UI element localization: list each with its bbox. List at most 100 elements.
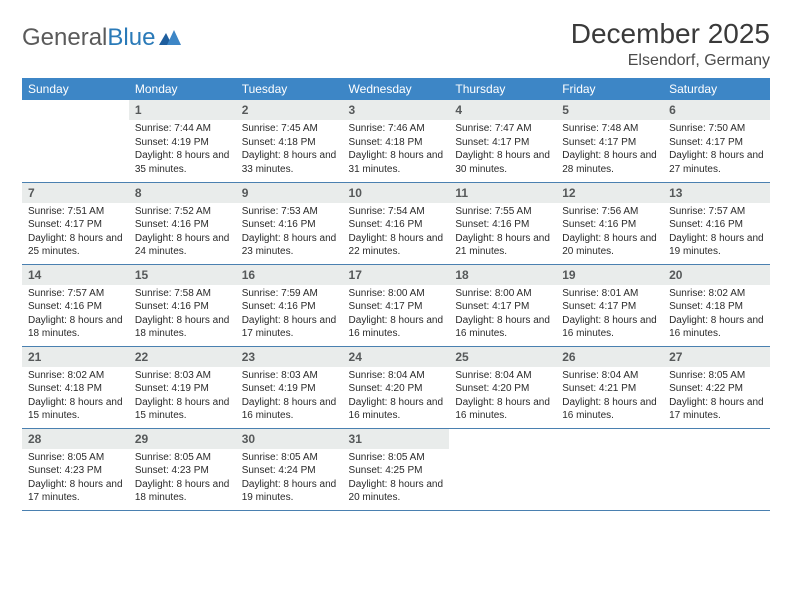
brand-logo: GeneralBlue xyxy=(22,18,181,52)
day-number: 4 xyxy=(449,100,556,120)
calendar-week-row: 1Sunrise: 7:44 AMSunset: 4:19 PMDaylight… xyxy=(22,100,770,182)
day-details: Sunrise: 7:45 AMSunset: 4:18 PMDaylight:… xyxy=(236,120,343,180)
day-details: Sunrise: 8:02 AMSunset: 4:18 PMDaylight:… xyxy=(22,367,129,427)
calendar-day-cell: 31Sunrise: 8:05 AMSunset: 4:25 PMDayligh… xyxy=(343,428,450,510)
weekday-header: Wednesday xyxy=(343,78,450,100)
calendar-week-row: 7Sunrise: 7:51 AMSunset: 4:17 PMDaylight… xyxy=(22,182,770,264)
day-details: Sunrise: 8:01 AMSunset: 4:17 PMDaylight:… xyxy=(556,285,663,345)
calendar-day-cell: 2Sunrise: 7:45 AMSunset: 4:18 PMDaylight… xyxy=(236,100,343,182)
day-number: 9 xyxy=(236,183,343,203)
day-number: 28 xyxy=(22,429,129,449)
day-details: Sunrise: 7:59 AMSunset: 4:16 PMDaylight:… xyxy=(236,285,343,345)
calendar-day-cell: 16Sunrise: 7:59 AMSunset: 4:16 PMDayligh… xyxy=(236,264,343,346)
weekday-header: Thursday xyxy=(449,78,556,100)
calendar-day-cell: 30Sunrise: 8:05 AMSunset: 4:24 PMDayligh… xyxy=(236,428,343,510)
calendar-day-cell: 6Sunrise: 7:50 AMSunset: 4:17 PMDaylight… xyxy=(663,100,770,182)
day-details: Sunrise: 8:00 AMSunset: 4:17 PMDaylight:… xyxy=(343,285,450,345)
day-number: 6 xyxy=(663,100,770,120)
day-number: 22 xyxy=(129,347,236,367)
calendar-day-cell: 18Sunrise: 8:00 AMSunset: 4:17 PMDayligh… xyxy=(449,264,556,346)
weekday-header: Friday xyxy=(556,78,663,100)
weekday-header: Sunday xyxy=(22,78,129,100)
day-number: 5 xyxy=(556,100,663,120)
calendar-day-cell: 7Sunrise: 7:51 AMSunset: 4:17 PMDaylight… xyxy=(22,182,129,264)
day-number: 2 xyxy=(236,100,343,120)
calendar-week-row: 14Sunrise: 7:57 AMSunset: 4:16 PMDayligh… xyxy=(22,264,770,346)
day-number: 16 xyxy=(236,265,343,285)
day-details: Sunrise: 8:04 AMSunset: 4:20 PMDaylight:… xyxy=(449,367,556,427)
calendar-day-cell: 26Sunrise: 8:04 AMSunset: 4:21 PMDayligh… xyxy=(556,346,663,428)
day-number: 18 xyxy=(449,265,556,285)
day-details: Sunrise: 8:04 AMSunset: 4:21 PMDaylight:… xyxy=(556,367,663,427)
calendar-day-cell: 14Sunrise: 7:57 AMSunset: 4:16 PMDayligh… xyxy=(22,264,129,346)
day-details: Sunrise: 8:02 AMSunset: 4:18 PMDaylight:… xyxy=(663,285,770,345)
day-number: 3 xyxy=(343,100,450,120)
day-details: Sunrise: 7:52 AMSunset: 4:16 PMDaylight:… xyxy=(129,203,236,263)
day-details: Sunrise: 7:48 AMSunset: 4:17 PMDaylight:… xyxy=(556,120,663,180)
calendar-day-cell: 28Sunrise: 8:05 AMSunset: 4:23 PMDayligh… xyxy=(22,428,129,510)
day-number: 10 xyxy=(343,183,450,203)
day-number: 17 xyxy=(343,265,450,285)
calendar-day-cell: 5Sunrise: 7:48 AMSunset: 4:17 PMDaylight… xyxy=(556,100,663,182)
calendar-week-row: 28Sunrise: 8:05 AMSunset: 4:23 PMDayligh… xyxy=(22,428,770,510)
calendar-day-cell xyxy=(556,428,663,510)
day-number: 19 xyxy=(556,265,663,285)
day-number: 30 xyxy=(236,429,343,449)
calendar-week-row: 21Sunrise: 8:02 AMSunset: 4:18 PMDayligh… xyxy=(22,346,770,428)
day-number: 20 xyxy=(663,265,770,285)
day-details: Sunrise: 8:05 AMSunset: 4:23 PMDaylight:… xyxy=(129,449,236,509)
calendar-day-cell xyxy=(663,428,770,510)
day-number: 23 xyxy=(236,347,343,367)
header-row: GeneralBlue December 2025 Elsendorf, Ger… xyxy=(22,18,770,70)
logo-mark-icon xyxy=(159,24,181,52)
title-location: Elsendorf, Germany xyxy=(571,52,770,70)
day-details: Sunrise: 8:05 AMSunset: 4:24 PMDaylight:… xyxy=(236,449,343,509)
weekday-header: Tuesday xyxy=(236,78,343,100)
calendar-day-cell: 21Sunrise: 8:02 AMSunset: 4:18 PMDayligh… xyxy=(22,346,129,428)
brand-part1: General xyxy=(22,24,107,52)
calendar-day-cell: 10Sunrise: 7:54 AMSunset: 4:16 PMDayligh… xyxy=(343,182,450,264)
calendar-day-cell xyxy=(22,100,129,182)
calendar-day-cell: 15Sunrise: 7:58 AMSunset: 4:16 PMDayligh… xyxy=(129,264,236,346)
day-number: 26 xyxy=(556,347,663,367)
day-number: 15 xyxy=(129,265,236,285)
day-details: Sunrise: 8:03 AMSunset: 4:19 PMDaylight:… xyxy=(129,367,236,427)
calendar-day-cell: 24Sunrise: 8:04 AMSunset: 4:20 PMDayligh… xyxy=(343,346,450,428)
calendar-day-cell: 22Sunrise: 8:03 AMSunset: 4:19 PMDayligh… xyxy=(129,346,236,428)
day-number: 1 xyxy=(129,100,236,120)
day-number: 27 xyxy=(663,347,770,367)
calendar-day-cell: 9Sunrise: 7:53 AMSunset: 4:16 PMDaylight… xyxy=(236,182,343,264)
day-details: Sunrise: 7:54 AMSunset: 4:16 PMDaylight:… xyxy=(343,203,450,263)
day-number: 12 xyxy=(556,183,663,203)
day-details: Sunrise: 7:51 AMSunset: 4:17 PMDaylight:… xyxy=(22,203,129,263)
day-details: Sunrise: 7:57 AMSunset: 4:16 PMDaylight:… xyxy=(663,203,770,263)
day-number: 29 xyxy=(129,429,236,449)
day-details: Sunrise: 8:03 AMSunset: 4:19 PMDaylight:… xyxy=(236,367,343,427)
day-details: Sunrise: 7:53 AMSunset: 4:16 PMDaylight:… xyxy=(236,203,343,263)
day-details: Sunrise: 7:58 AMSunset: 4:16 PMDaylight:… xyxy=(129,285,236,345)
calendar-header: Sunday Monday Tuesday Wednesday Thursday… xyxy=(22,78,770,100)
calendar-page: GeneralBlue December 2025 Elsendorf, Ger… xyxy=(0,0,792,521)
calendar-day-cell: 23Sunrise: 8:03 AMSunset: 4:19 PMDayligh… xyxy=(236,346,343,428)
day-number: 21 xyxy=(22,347,129,367)
calendar-day-cell: 3Sunrise: 7:46 AMSunset: 4:18 PMDaylight… xyxy=(343,100,450,182)
calendar-day-cell: 29Sunrise: 8:05 AMSunset: 4:23 PMDayligh… xyxy=(129,428,236,510)
day-number: 14 xyxy=(22,265,129,285)
calendar-day-cell: 19Sunrise: 8:01 AMSunset: 4:17 PMDayligh… xyxy=(556,264,663,346)
calendar-day-cell: 8Sunrise: 7:52 AMSunset: 4:16 PMDaylight… xyxy=(129,182,236,264)
brand-part2: Blue xyxy=(107,24,155,52)
calendar-day-cell: 17Sunrise: 8:00 AMSunset: 4:17 PMDayligh… xyxy=(343,264,450,346)
weekday-header: Monday xyxy=(129,78,236,100)
title-month: December 2025 xyxy=(571,18,770,50)
calendar-table: Sunday Monday Tuesday Wednesday Thursday… xyxy=(22,78,770,511)
calendar-day-cell xyxy=(449,428,556,510)
day-details: Sunrise: 8:05 AMSunset: 4:25 PMDaylight:… xyxy=(343,449,450,509)
calendar-day-cell: 1Sunrise: 7:44 AMSunset: 4:19 PMDaylight… xyxy=(129,100,236,182)
day-number: 31 xyxy=(343,429,450,449)
day-number: 11 xyxy=(449,183,556,203)
day-details: Sunrise: 7:44 AMSunset: 4:19 PMDaylight:… xyxy=(129,120,236,180)
day-details: Sunrise: 8:05 AMSunset: 4:22 PMDaylight:… xyxy=(663,367,770,427)
day-number: 7 xyxy=(22,183,129,203)
day-details: Sunrise: 8:05 AMSunset: 4:23 PMDaylight:… xyxy=(22,449,129,509)
calendar-day-cell: 11Sunrise: 7:55 AMSunset: 4:16 PMDayligh… xyxy=(449,182,556,264)
